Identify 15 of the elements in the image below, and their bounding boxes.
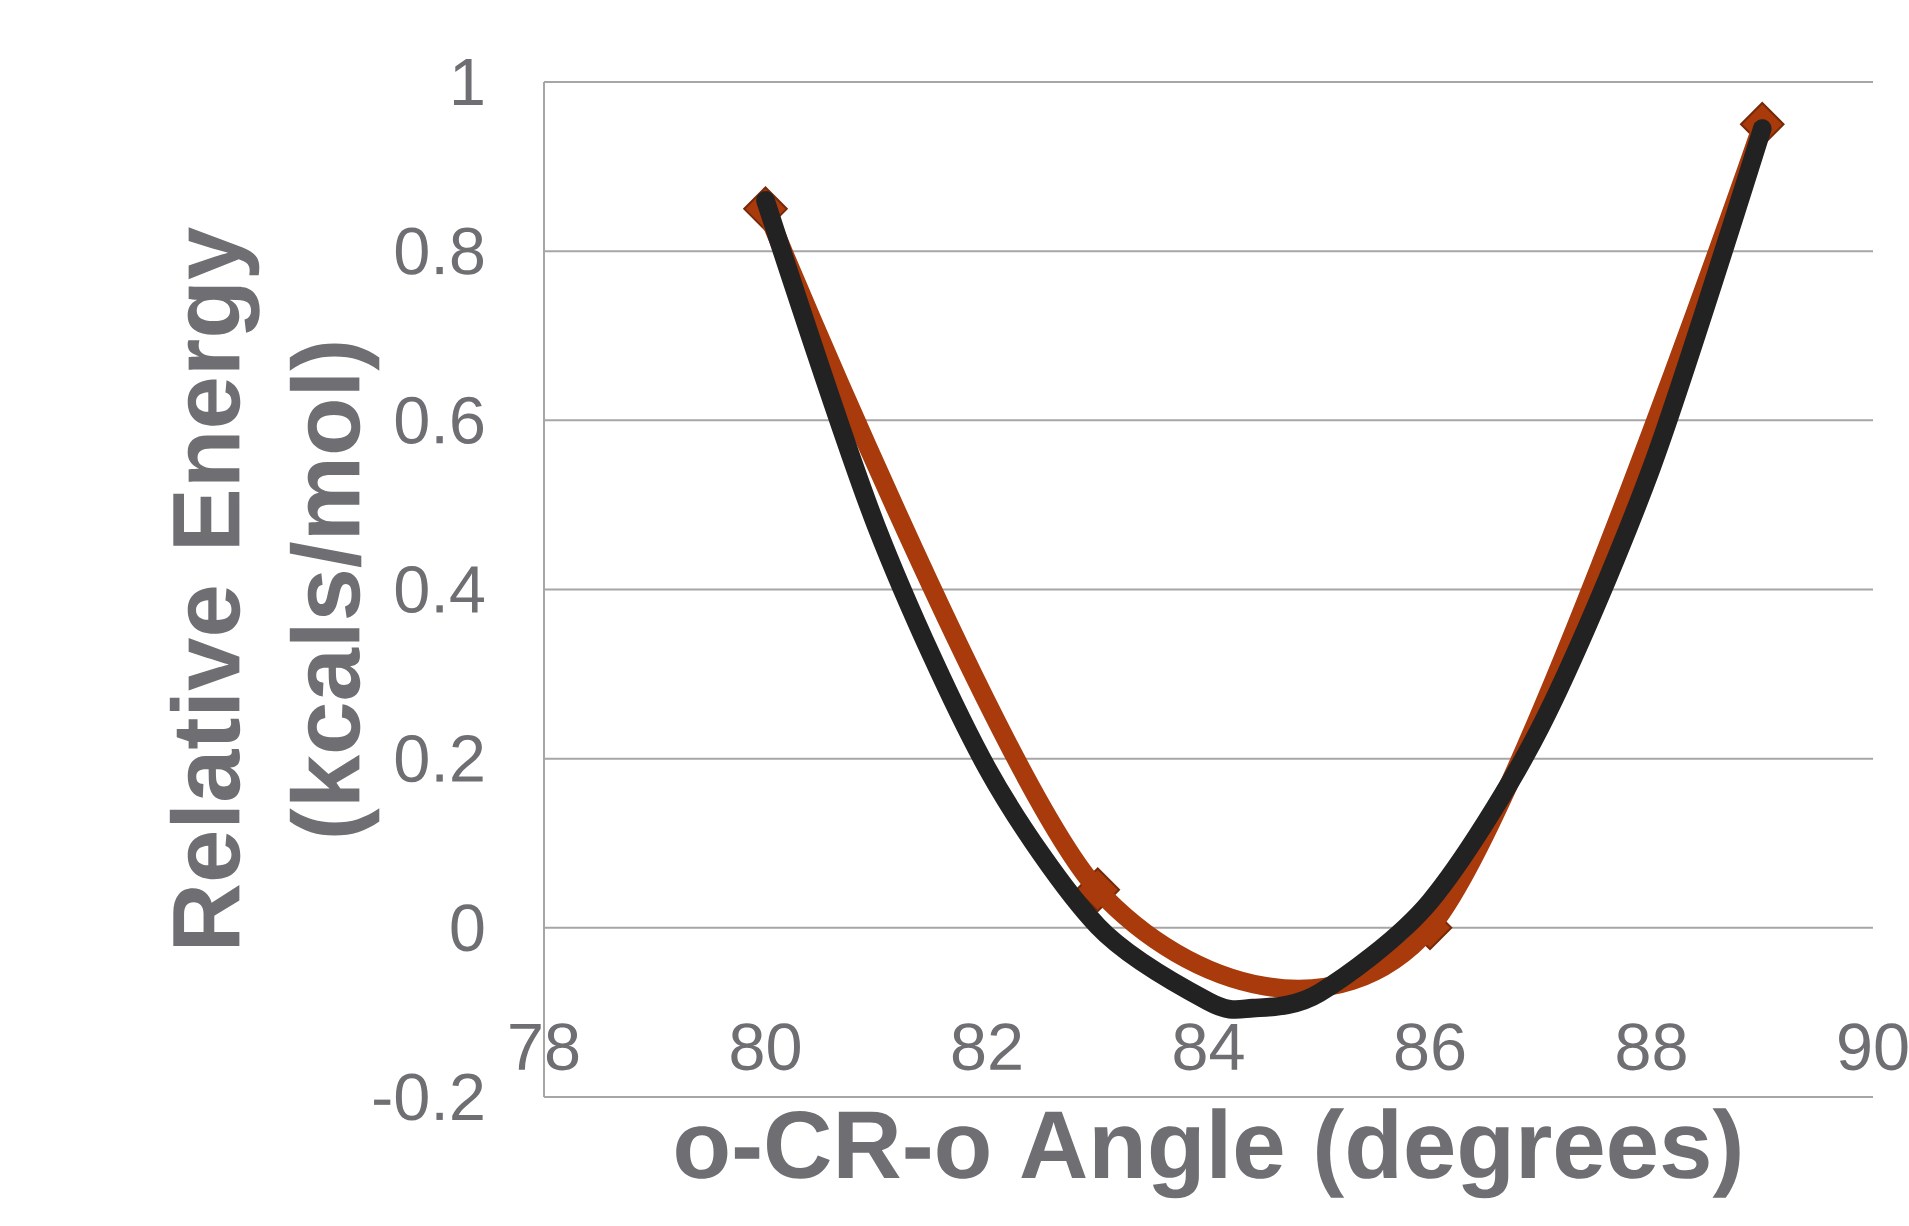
y-tick-label: -0.2 — [374, 1073, 483, 1121]
y-tick-label: 0.8 — [395, 227, 484, 275]
y-tick-label: 0.4 — [395, 565, 485, 614]
y-tick-label: 0.6 — [395, 396, 484, 444]
x-tick-label: 90 — [1839, 1023, 1908, 1071]
x-axis-title: o-CR-o Angle (degrees) — [676, 1108, 1740, 1199]
y-tick-label: 1 — [453, 59, 483, 105]
x-tick-label: 84 — [1174, 1023, 1244, 1071]
y-tick-label: 0 — [451, 904, 484, 952]
x-tick-label: 88 — [1617, 1023, 1686, 1071]
x-tick-label: 86 — [1395, 1023, 1465, 1071]
y-axis-title: Relative Energy (kcals/mol) — [169, 227, 380, 946]
x-tick-label: 82 — [952, 1023, 1021, 1071]
y-tick-label: 0.2 — [395, 735, 483, 783]
x-tick-label: 80 — [731, 1023, 800, 1071]
